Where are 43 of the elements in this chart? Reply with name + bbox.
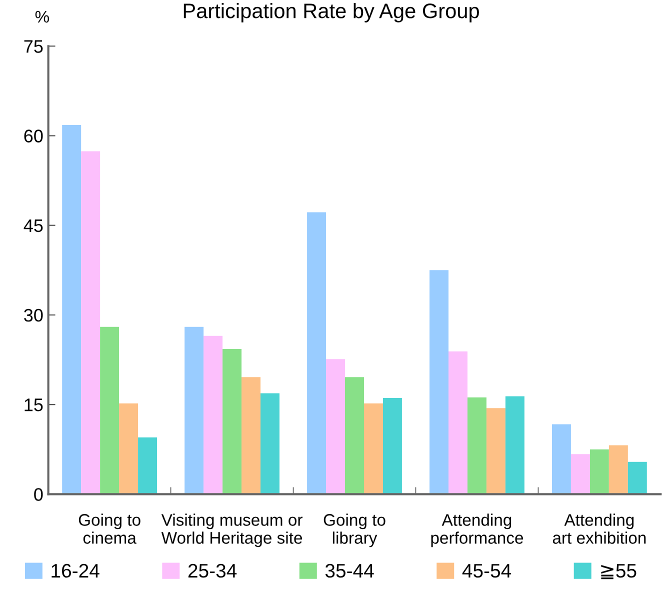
bar: [184, 326, 204, 494]
bar: [260, 393, 280, 494]
legend-label: 25-34: [188, 564, 237, 578]
y-tick-label: 30: [24, 308, 43, 322]
bar: [100, 326, 120, 494]
bar: [62, 124, 82, 494]
bar: [448, 351, 468, 494]
legend-label: ≧55: [601, 564, 636, 580]
x-tick-label: Visiting museum or World Heritage site: [161, 514, 302, 548]
y-tick-label: 75: [24, 40, 43, 53]
x-tick-label: Going to library: [324, 514, 386, 548]
x-tick-label: Going to cinema: [78, 514, 140, 544]
bar: [326, 359, 346, 494]
bar: [242, 377, 261, 494]
bar: [138, 437, 158, 494]
x-tick-label: Attending art exhibition: [552, 514, 646, 544]
bar: [486, 408, 506, 494]
bar: [570, 454, 590, 494]
bar: [222, 349, 242, 494]
bar: [505, 396, 524, 494]
y-tick-label: 15: [24, 398, 43, 412]
bar: [552, 424, 571, 494]
bar: [608, 445, 628, 494]
bar: [430, 270, 448, 494]
bar: [364, 403, 383, 494]
y-axis-title: %: [35, 10, 50, 23]
bar: [590, 449, 609, 494]
bar: [345, 377, 364, 494]
legend-label: 35-44: [325, 564, 374, 578]
bar: [467, 397, 486, 494]
chart-title: Participation Rate by Age Group: [184, 2, 479, 22]
x-tick-label: Attending performance: [431, 514, 524, 548]
y-tick-label: 0: [34, 488, 43, 501]
bar: [119, 403, 138, 494]
bar: [628, 462, 647, 494]
bar: [81, 151, 100, 494]
legend-label: 16-24: [52, 564, 100, 578]
bar: [307, 212, 326, 494]
y-tick-label: 60: [24, 130, 43, 142]
bar: [204, 336, 223, 494]
legend-label: 45-54: [462, 564, 512, 578]
bar: [382, 398, 402, 494]
y-tick-label: 45: [24, 219, 43, 232]
